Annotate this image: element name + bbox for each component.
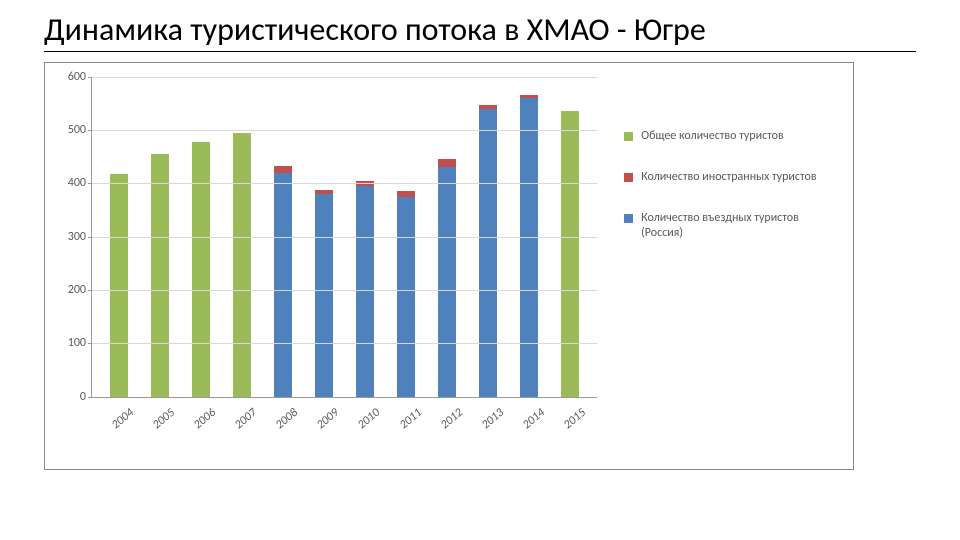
bar [438, 159, 456, 396]
gridline [92, 183, 597, 184]
y-axis-label: 300 [68, 230, 92, 244]
slide: Динамика туристического потока в ХМАО - … [0, 0, 960, 540]
legend-label: Количество иностранных туристов [641, 170, 816, 185]
bar-segment-domestic [356, 186, 374, 397]
legend-swatch [624, 132, 633, 141]
chart-container: 0100200300400500600 20042005200620072008… [44, 62, 854, 470]
legend-label: Количество въездных туристов (Россия) [641, 211, 843, 241]
bar [192, 142, 210, 397]
y-axis-label: 100 [68, 336, 92, 350]
bar-segment-domestic [438, 167, 456, 396]
legend-item: Количество иностранных туристов [624, 170, 843, 185]
bar [520, 95, 538, 396]
y-axis-label: 200 [68, 283, 92, 297]
bar-segment-total [561, 111, 579, 396]
page-title: Динамика туристического потока в ХМАО - … [44, 12, 916, 52]
bar-segment-domestic [315, 194, 333, 397]
legend-item: Количество въездных туристов (Россия) [624, 211, 843, 241]
chart-area: 0100200300400500600 20042005200620072008… [49, 69, 606, 449]
bar-segment-domestic [397, 197, 415, 397]
bar-segment-domestic [274, 173, 292, 397]
bar [397, 191, 415, 396]
legend: Общее количество туристов Количество инос… [606, 69, 843, 267]
plot-area: 0100200300400500600 [91, 77, 597, 398]
bar [356, 181, 374, 397]
bar-segment-total [151, 154, 169, 397]
bar-segment-domestic [479, 109, 497, 397]
gridline [92, 343, 597, 344]
gridline [92, 77, 597, 78]
legend-swatch [624, 173, 633, 182]
legend-swatch [624, 214, 633, 223]
gridline [92, 237, 597, 238]
bar [233, 133, 251, 397]
bar-segment-total [110, 174, 128, 397]
bar-segment-foreign [438, 159, 456, 167]
bar [274, 166, 292, 396]
bar-segment-total [192, 142, 210, 397]
legend-item: Общее количество туристов [624, 129, 843, 144]
bar-segment-domestic [520, 98, 538, 397]
y-axis-label: 500 [68, 123, 92, 137]
bar [151, 154, 169, 397]
y-axis-label: 600 [68, 70, 92, 84]
gridline [92, 290, 597, 291]
bar-segment-total [233, 133, 251, 397]
bar [110, 174, 128, 397]
x-axis-labels: 2004200520062007200820092010201120122013… [91, 399, 596, 449]
legend-label: Общее количество туристов [641, 129, 784, 144]
y-axis-label: 400 [68, 176, 92, 190]
gridline [92, 130, 597, 131]
x-axis-label: 2015 [555, 400, 611, 456]
bar [561, 111, 579, 396]
bar [315, 190, 333, 397]
bar [479, 105, 497, 397]
